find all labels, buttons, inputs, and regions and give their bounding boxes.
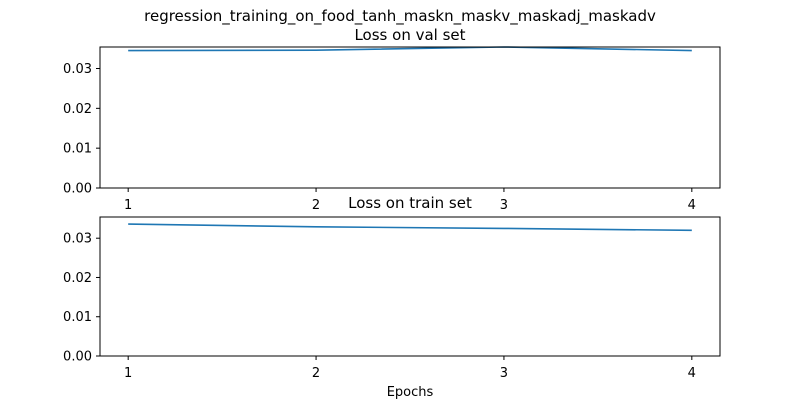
y-tick-label: 0.00 bbox=[63, 182, 92, 197]
chart-panel-2: Loss on train set 0.00 0.01 0.02 0.03 1 2 3 4 Epo… bbox=[63, 194, 721, 400]
x-tick-label: 3 bbox=[500, 198, 508, 213]
x-tick-label: 2 bbox=[312, 198, 320, 213]
y-tick-label: 0.03 bbox=[63, 62, 92, 77]
x-tick-label: 3 bbox=[500, 366, 508, 381]
y-tick-label: 0.00 bbox=[63, 350, 92, 365]
y-tick-label: 0.02 bbox=[63, 102, 92, 117]
x-tick-label: 4 bbox=[688, 366, 696, 381]
series-line-1 bbox=[128, 46, 692, 52]
y-tick-label: 0.01 bbox=[63, 310, 92, 325]
chart-title: Loss on train set bbox=[348, 194, 472, 212]
x-tick-label: 4 bbox=[688, 198, 696, 213]
x-tick-label: 2 bbox=[312, 366, 320, 381]
y-tick-label: 0.02 bbox=[63, 271, 92, 286]
y-tick-label: 0.03 bbox=[63, 232, 92, 247]
axes-frame bbox=[99, 46, 721, 189]
chart-panel-1: Loss on val set 0.00 0.01 0.02 0.03 1 2 3 4 bbox=[63, 26, 721, 213]
series-line-1 bbox=[128, 223, 692, 232]
x-tick-label: 1 bbox=[124, 366, 132, 381]
figure-suptitle: regression_training_on_food_tanh_maskn_m… bbox=[144, 7, 656, 26]
x-tick-label: 1 bbox=[124, 198, 132, 213]
axes-frame bbox=[99, 216, 721, 357]
x-axis-label: Epochs bbox=[387, 385, 434, 400]
chart-title: Loss on val set bbox=[354, 26, 465, 44]
y-tick-label: 0.01 bbox=[63, 142, 92, 157]
